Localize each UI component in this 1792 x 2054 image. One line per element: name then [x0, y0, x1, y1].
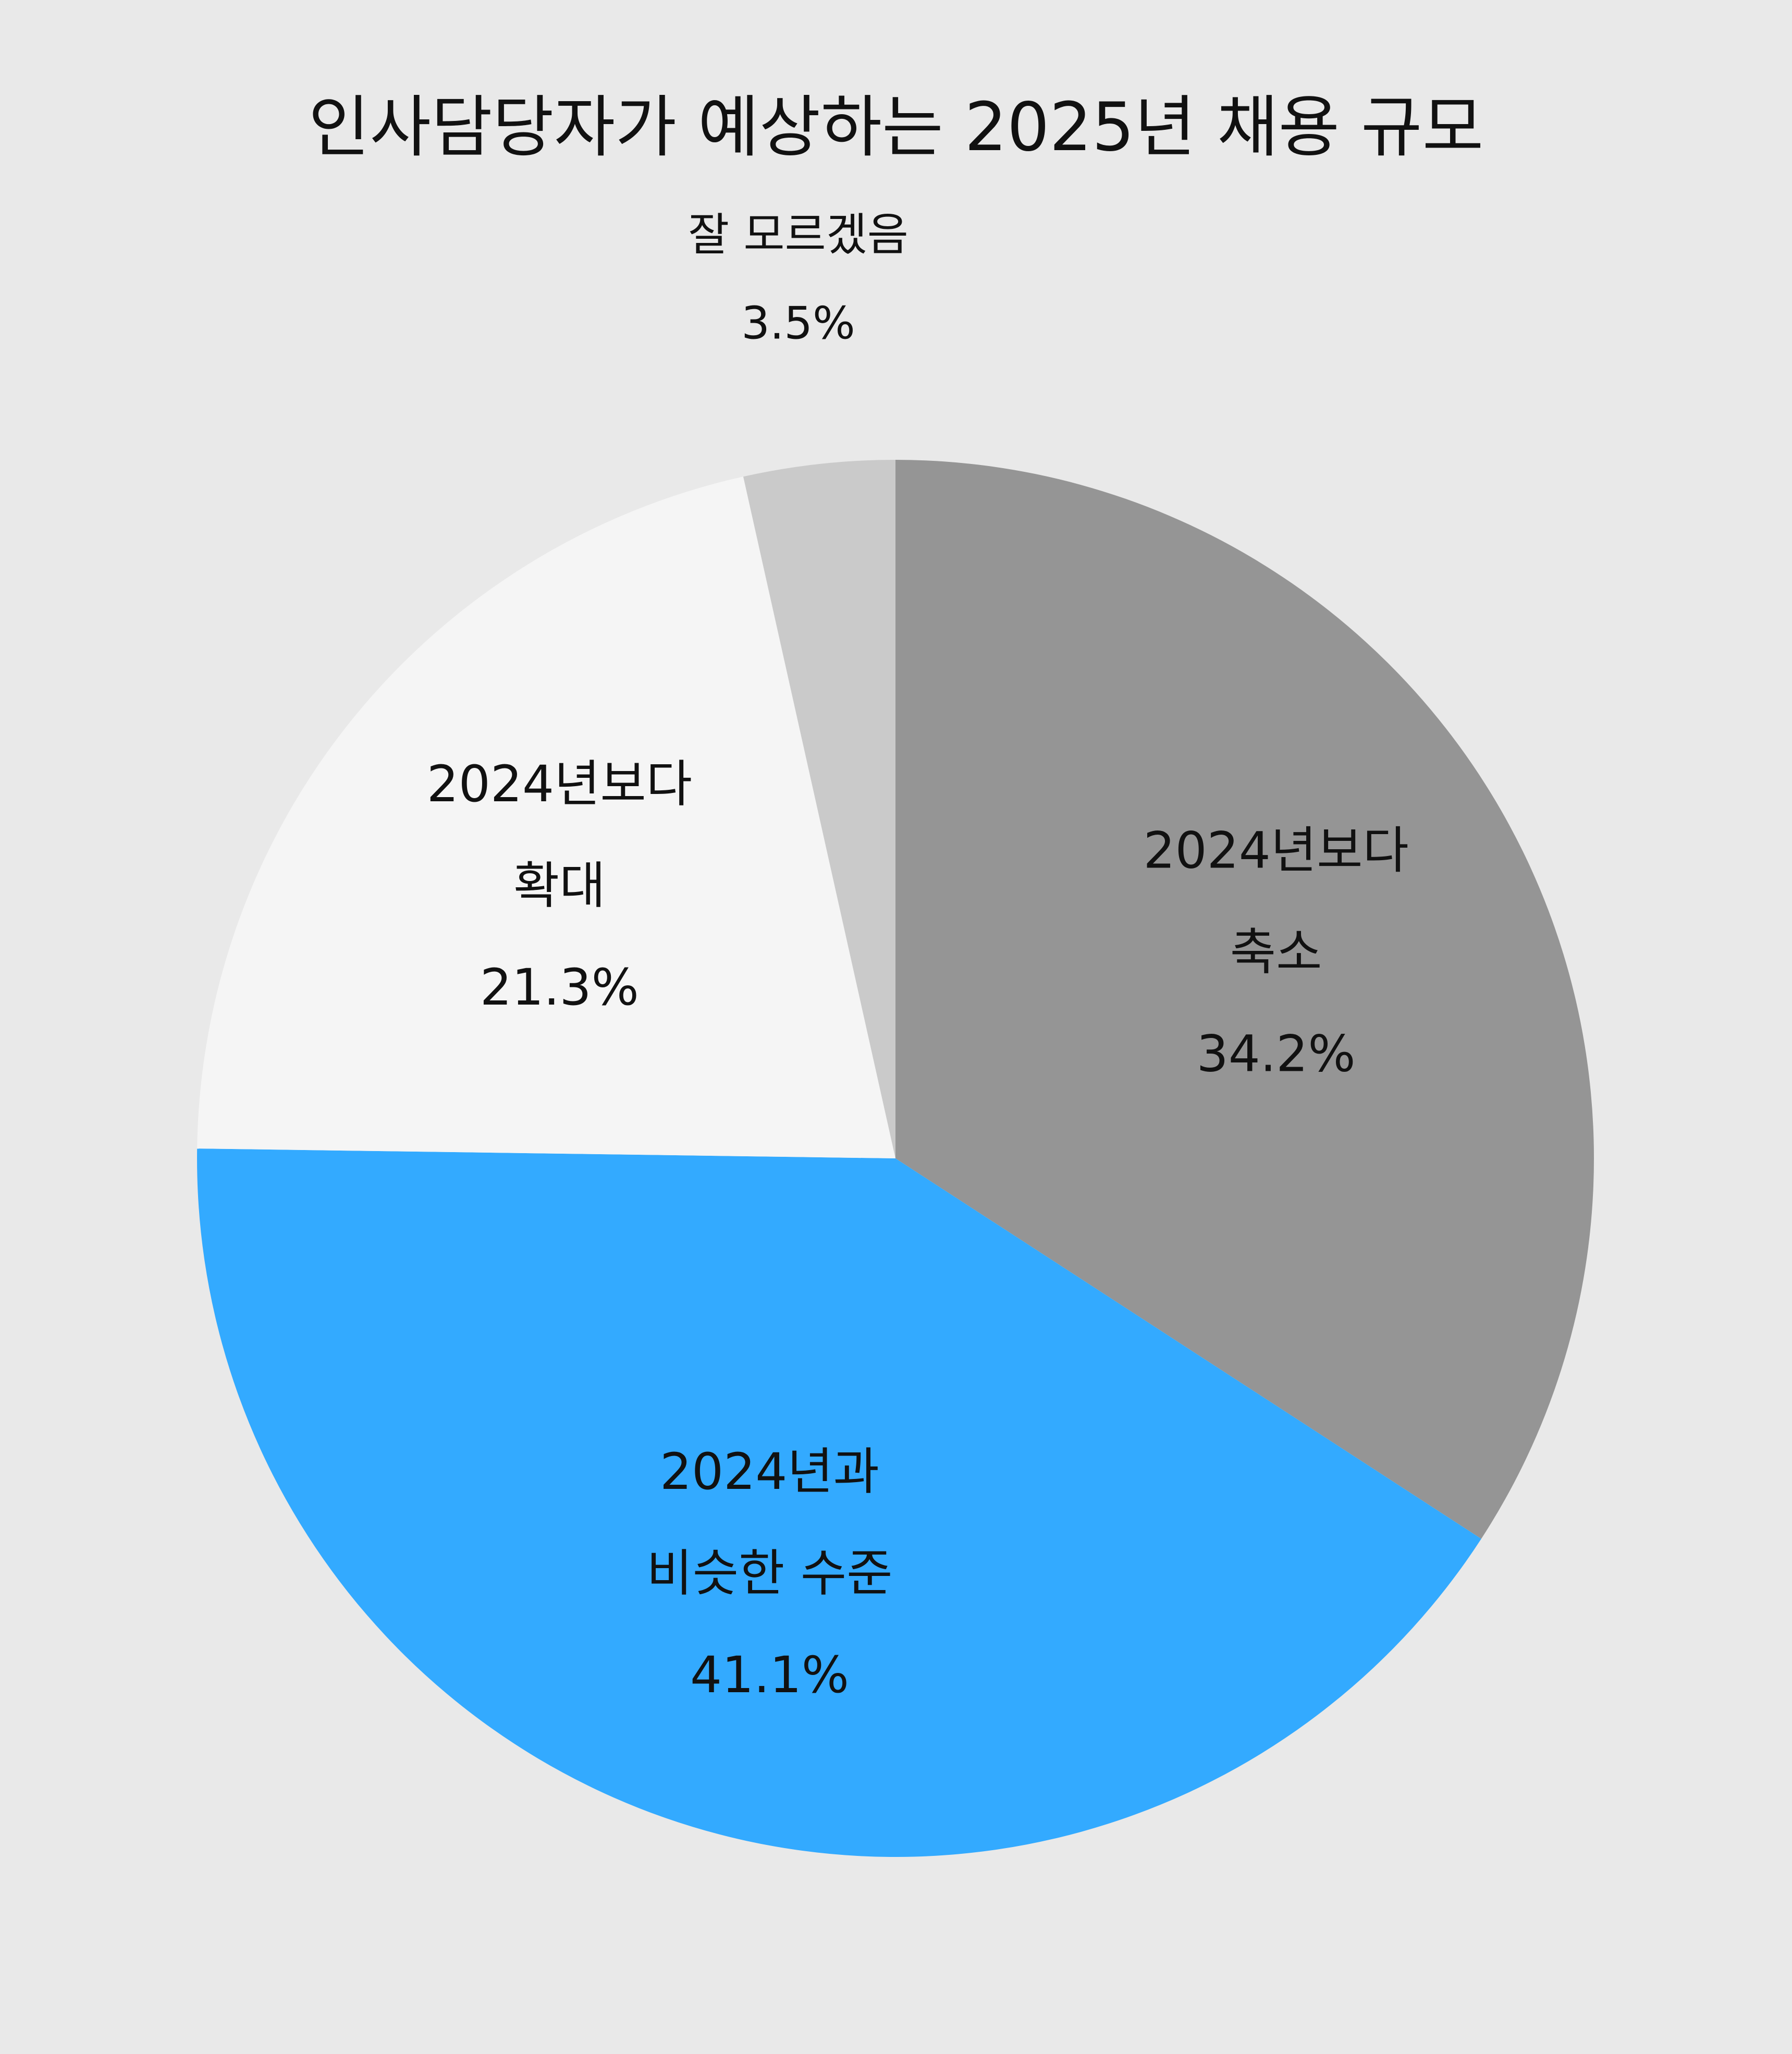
slice-value-label: 41.1%	[690, 1646, 849, 1704]
pie-slice-2	[197, 1148, 1481, 1857]
slice-value-label: 3.5%	[741, 297, 855, 349]
slice-value-label: 34.2%	[1197, 1025, 1356, 1083]
slice-category-label: 2024년보다	[427, 755, 692, 813]
slice-category-label: 2024년과	[660, 1442, 879, 1501]
pie-slice-4	[743, 460, 895, 1158]
pie-slices	[197, 460, 1594, 1857]
pie-slice-1	[895, 460, 1594, 1539]
slice-label-4: 잘 모르겠음 3.5%	[688, 209, 909, 349]
chart-title: 인사담당자가 예상하는 2025년 채용 규모	[308, 89, 1484, 166]
slice-category-label: 확대	[513, 857, 606, 915]
slice-category-label: 비슷한 수준	[646, 1544, 892, 1603]
slice-category-label: 2024년보다	[1143, 822, 1408, 880]
slice-value-label: 21.3%	[480, 958, 639, 1017]
slice-category-label: 잘 모르겠음	[688, 209, 909, 261]
slice-category-label: 축소	[1230, 923, 1322, 982]
pie-slice-3	[197, 476, 895, 1159]
